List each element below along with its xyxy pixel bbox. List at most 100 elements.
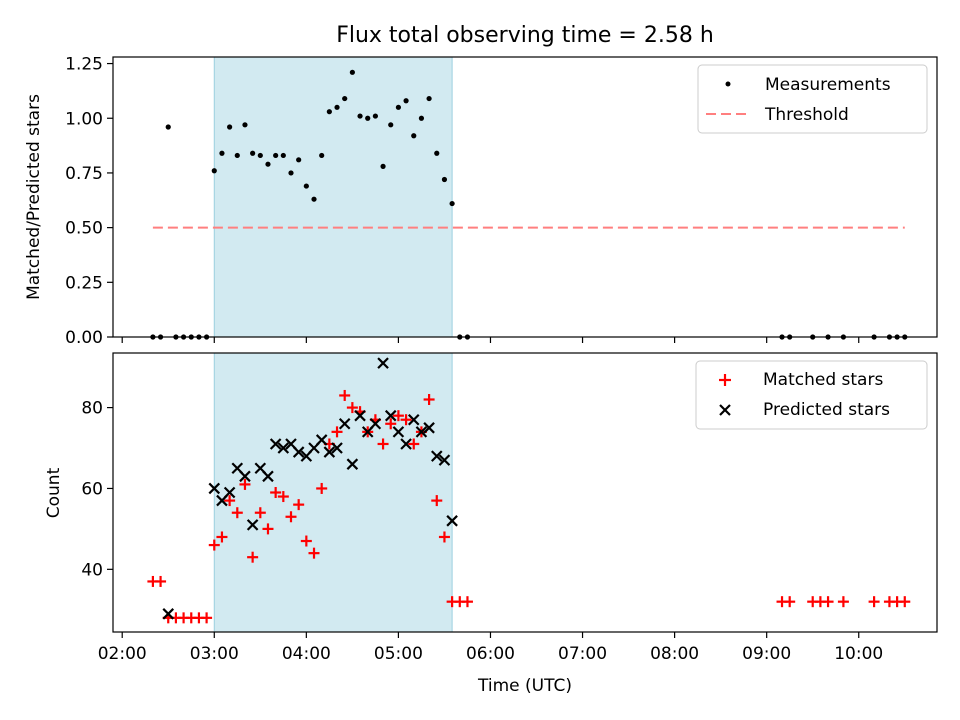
legend-matched-marker — [719, 374, 731, 386]
bottom-x-axis-label: Time (UTC) — [477, 676, 572, 696]
matched-star-point — [438, 531, 450, 543]
predicted-x-b — [400, 438, 412, 450]
y-tick-label: 0.25 — [65, 273, 103, 293]
bottom-axes-frame — [112, 352, 938, 633]
predicted-x-b — [231, 462, 244, 475]
predicted-x-b — [292, 446, 305, 458]
matched-star-point — [277, 491, 289, 503]
predicted-star-point — [392, 426, 405, 438]
measurement-point — [411, 133, 417, 139]
predicted-x-b — [269, 438, 282, 450]
predicted-x-b — [162, 608, 175, 620]
measurement-point — [211, 168, 217, 174]
predicted-star-point — [277, 442, 290, 454]
predicted-x-b — [430, 450, 443, 462]
legend-threshold-label: Threshold — [764, 105, 849, 125]
predicted-star-point — [208, 482, 221, 495]
matched-star-point — [339, 389, 351, 401]
predicted-x-b — [285, 438, 297, 450]
matched-star-point — [247, 551, 259, 563]
predicted-star-point — [246, 519, 259, 531]
bottom-marks — [147, 357, 911, 624]
predicted-x-b — [239, 470, 251, 483]
top-axis-ticks: 0.00 0.25 0.50 0.75 1.00 1.25 — [65, 55, 860, 348]
matched-star-point — [899, 596, 911, 608]
top-marks — [150, 69, 908, 340]
matched-star-point — [346, 402, 358, 414]
top-legend-box — [697, 64, 928, 134]
measurement-point — [334, 104, 340, 110]
y-tick-label: 0.75 — [65, 164, 103, 184]
matched-star-point — [285, 511, 297, 523]
matched-star-point — [224, 495, 236, 507]
predicted-x-b — [354, 409, 366, 422]
predicted-x-b — [423, 422, 435, 434]
matched-star-point — [155, 575, 167, 587]
matched-star-point — [300, 535, 312, 547]
measurement-point — [395, 104, 402, 110]
predicted-star-point — [331, 442, 343, 454]
matched-star-point — [331, 426, 343, 438]
measurement-point — [349, 69, 355, 75]
y-tick-label: 60 — [81, 479, 103, 499]
predicted-x-b — [407, 413, 420, 426]
bottom-observing-interval — [213, 352, 453, 633]
predicted-x-b — [346, 458, 359, 470]
bottom-axis-ticks: 40 60 80 02:00 03:00 04:00 05:00 06:00 07:00 08:0… — [81, 399, 883, 664]
matched-star-point — [400, 414, 412, 426]
predicted-x-b — [315, 434, 328, 446]
x-tick-label: 07:00 — [558, 644, 607, 664]
predicted-x-b — [377, 357, 389, 369]
predicted-star-point — [446, 515, 458, 527]
bottom-panel: 40 60 80 02:00 03:00 04:00 05:00 06:00 07:00 08:0… — [44, 352, 938, 696]
matched-star-point — [423, 394, 435, 405]
predicted-x-b — [446, 515, 458, 527]
measurement-point — [403, 98, 409, 104]
measurement-point — [449, 200, 455, 207]
top-legend: Measurements Threshold — [697, 64, 928, 134]
matched-star-point — [822, 596, 834, 608]
y-tick-label: 1.00 — [65, 109, 103, 129]
measurement-point — [265, 161, 271, 167]
predicted-star-point — [292, 446, 305, 458]
predicted-star-point — [223, 486, 236, 499]
predicted-star-point — [338, 417, 351, 430]
matched-star-point — [377, 438, 389, 450]
measurement-point — [311, 196, 317, 202]
x-tick-label: 05:00 — [374, 644, 423, 664]
predicted-x-b — [208, 482, 221, 495]
y-tick-label: 0.00 — [65, 328, 103, 348]
measurement-point — [280, 152, 286, 159]
matched-star-point — [461, 596, 473, 608]
x-tick-label: 09:00 — [742, 644, 791, 664]
measurement-point — [426, 95, 432, 102]
predicted-star-point — [369, 417, 382, 430]
measurement-point — [273, 152, 279, 159]
legend-predicted-marker — [719, 404, 731, 416]
measurement-point — [441, 176, 448, 183]
top-panel: 0.00 0.25 0.50 0.75 1.00 1.25 Matched/Predict… — [24, 55, 938, 348]
predicted-star-point — [430, 450, 443, 462]
y-tick-label: 80 — [81, 399, 103, 419]
figure-title: Flux total observing time = 2.58 h — [336, 23, 714, 48]
x-tick-label: 03:00 — [190, 644, 239, 664]
predicted-x-b — [223, 486, 236, 499]
predicted-star-point — [315, 434, 328, 446]
predicted-star-point — [400, 438, 412, 450]
matched-star-point — [392, 410, 404, 422]
matched-star-point — [868, 596, 880, 608]
measurement-point — [388, 122, 394, 128]
legend-measurements-label: Measurements — [765, 75, 891, 95]
matched-star-point — [216, 531, 228, 543]
measurement-point — [288, 170, 294, 176]
predicted-star-point — [239, 470, 251, 483]
matched-star-point — [293, 499, 305, 511]
x-tick-label: 04:00 — [282, 644, 331, 664]
measurement-point — [227, 124, 233, 130]
predicted-star-point — [407, 413, 420, 426]
matched-star-point — [254, 507, 266, 519]
legend-measurements-marker — [725, 81, 731, 87]
predicted-x-b — [331, 442, 343, 454]
measurement-point — [234, 152, 240, 159]
x-tick-label: 10:00 — [834, 644, 883, 664]
